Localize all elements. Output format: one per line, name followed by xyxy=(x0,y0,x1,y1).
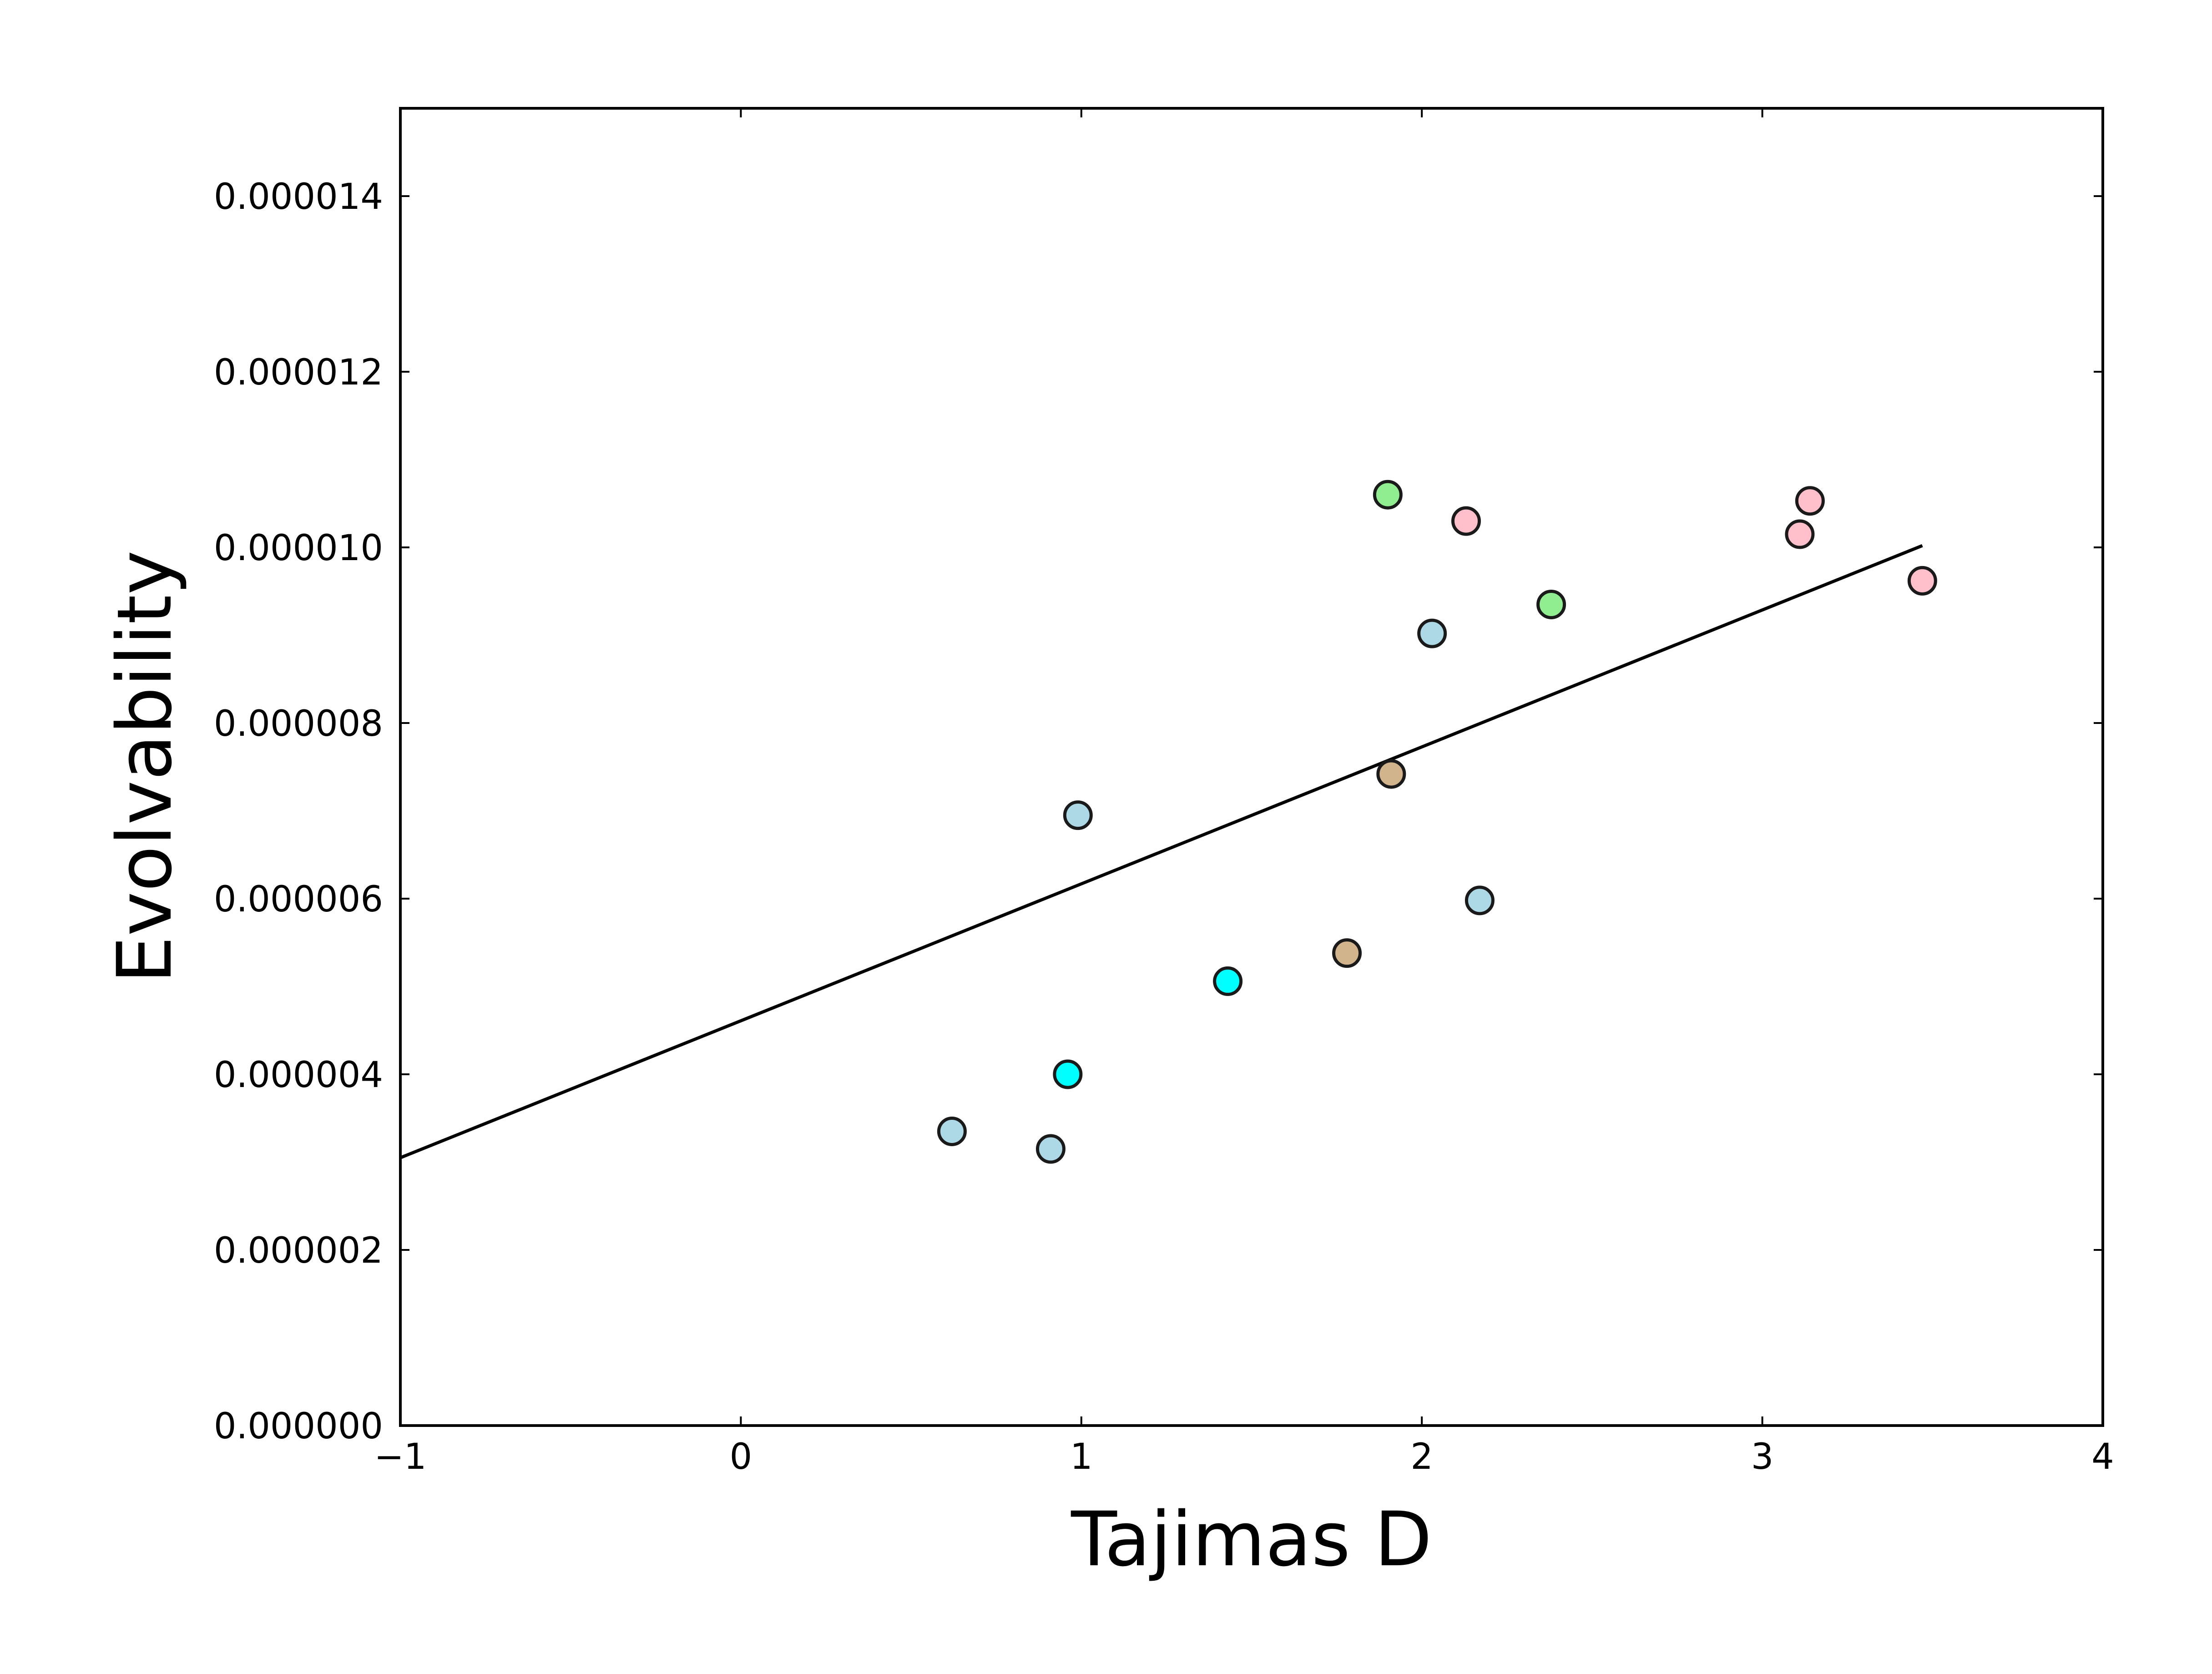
data-point xyxy=(1451,506,1481,536)
data-point xyxy=(937,1116,967,1146)
x-tick-label: 3 xyxy=(1751,1436,1774,1477)
y-tick-label: 0.000004 xyxy=(214,1055,383,1096)
data-point xyxy=(1795,486,1825,516)
y-tick-label: 0.000006 xyxy=(214,879,383,920)
y-tick-label: 0.000000 xyxy=(214,1406,383,1447)
y-tick-label: 0.000002 xyxy=(214,1230,383,1271)
data-point xyxy=(1053,1059,1083,1089)
plot-frame xyxy=(399,107,2104,1427)
data-point xyxy=(1035,1134,1066,1164)
data-point xyxy=(1373,480,1403,510)
data-point xyxy=(1417,618,1447,648)
data-point xyxy=(1213,966,1243,996)
y-tick-label: 0.000010 xyxy=(214,528,383,569)
data-point xyxy=(1907,566,1937,596)
x-axis-title: Tajimas D xyxy=(1071,1496,1432,1583)
data-point xyxy=(1536,589,1566,619)
x-tick-label: 0 xyxy=(730,1436,752,1477)
x-tick-label: 4 xyxy=(2091,1436,2114,1477)
data-point xyxy=(1063,800,1093,830)
data-point xyxy=(1332,938,1362,968)
data-point xyxy=(1785,519,1815,549)
regression-line xyxy=(399,544,1923,1159)
data-point xyxy=(1465,885,1495,915)
data-point xyxy=(1376,759,1406,789)
y-tick-label: 0.000008 xyxy=(214,703,383,744)
y-tick-label: 0.000014 xyxy=(214,177,383,217)
y-tick-label: 0.000012 xyxy=(214,352,383,393)
x-tick-label: −1 xyxy=(374,1436,427,1477)
ticks-layer: −1 0 1 2 3 4 0.000000 0.000002 0.000004 0.000006 0… xyxy=(214,108,2114,1477)
x-tick-label: 1 xyxy=(1070,1436,1093,1477)
points-layer xyxy=(937,480,1937,1164)
y-axis-title: Evolvability xyxy=(101,550,188,983)
fit-line-layer xyxy=(399,544,1923,1159)
x-tick-label: 2 xyxy=(1410,1436,1433,1477)
